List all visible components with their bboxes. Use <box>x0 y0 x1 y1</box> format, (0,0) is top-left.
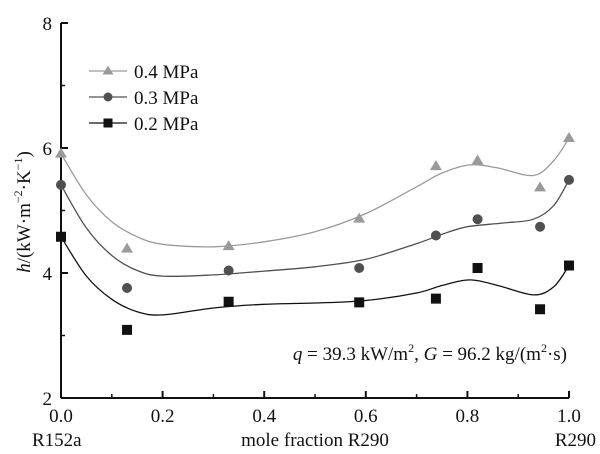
data-point-04-mpa <box>222 240 235 251</box>
y-tick-label: 4 <box>43 264 53 285</box>
y-tick-label: 6 <box>43 139 53 160</box>
data-point-03-mpa <box>430 230 441 241</box>
y-axis-label-symbol: h <box>14 263 35 273</box>
legend-marker-02-mpa <box>103 118 113 128</box>
annot-q-symbol: q <box>293 344 303 365</box>
annot-g-tail: ·s) <box>547 344 567 365</box>
data-point-04-mpa <box>353 212 366 223</box>
x-axis-label: mole fraction R290 <box>241 430 389 451</box>
data-markers <box>55 132 575 335</box>
data-point-02-mpa <box>122 324 133 335</box>
conditions-annotation: q = 39.3 kW/m2, G = 96.2 kg/(m2·s) <box>293 341 567 365</box>
x-tick-label: 0.4 <box>252 406 276 427</box>
data-point-03-mpa <box>535 221 546 232</box>
x-end-label-right: R290 <box>555 430 596 451</box>
x-tick-label: 0.2 <box>151 406 175 427</box>
axes: 2 4 6 8 0.0 0.2 0.4 0.6 0.8 1.0 <box>43 14 581 427</box>
data-point-04-mpa <box>534 181 547 192</box>
legend-label-03-mpa: 0.3 MPa <box>134 88 199 109</box>
x-end-label-left: R152a <box>32 430 82 451</box>
fit-curve-03-mpa <box>60 179 570 278</box>
data-point-02-mpa <box>564 260 574 271</box>
annot-q-text: = 39.3 kW/m <box>302 344 408 365</box>
data-point-02-mpa <box>472 263 483 273</box>
y-axis-label-exp2: −1 <box>11 158 25 171</box>
x-tick-label: 0.8 <box>456 406 480 427</box>
y-axis-label: h/(kW·m−2·K−1) <box>11 151 35 273</box>
data-point-04-mpa <box>471 154 484 165</box>
data-point-02-mpa <box>354 297 365 308</box>
data-point-04-mpa <box>121 242 134 253</box>
data-point-02-mpa <box>430 293 441 304</box>
legend: 0.4 MPa 0.3 MPa 0.2 MPa <box>89 62 199 135</box>
y-axis-label-exp1: −2 <box>11 190 25 203</box>
data-point-03-mpa <box>564 174 574 185</box>
y-tick-label: 2 <box>43 389 53 410</box>
data-point-02-mpa <box>223 296 234 307</box>
fit-curve-04-mpa <box>60 137 570 248</box>
annot-g-exp: 2 <box>541 341 547 355</box>
annot-sep: , <box>414 344 424 365</box>
y-axis-label-close: ) <box>14 151 35 157</box>
x-tick-label: 0.6 <box>354 406 378 427</box>
data-point-03-mpa <box>354 263 365 273</box>
data-point-04-mpa <box>429 160 442 171</box>
annot-q-exp: 2 <box>408 341 414 355</box>
annot-g-symbol: G <box>424 344 438 365</box>
data-point-04-mpa <box>563 132 575 142</box>
data-point-03-mpa <box>223 265 234 276</box>
y-axis-label-unit: /(kW·m <box>14 203 35 263</box>
y-tick-label: 8 <box>43 14 53 35</box>
data-point-03-mpa <box>472 214 483 225</box>
y-axis-label-mid: ·K <box>14 170 35 190</box>
fit-curve-02-mpa <box>60 236 570 316</box>
data-point-03-mpa <box>56 179 66 190</box>
x-tick-label: 0.0 <box>49 406 73 427</box>
data-point-02-mpa <box>56 231 66 242</box>
legend-label-02-mpa: 0.2 MPa <box>134 114 199 135</box>
x-tick-label: 1.0 <box>557 406 581 427</box>
legend-marker-03-mpa <box>103 92 113 102</box>
data-point-03-mpa <box>122 283 133 293</box>
data-point-02-mpa <box>535 304 546 315</box>
legend-marker-04-mpa <box>102 65 114 75</box>
data-point-04-mpa <box>55 147 67 158</box>
fit-curves <box>60 137 570 316</box>
annot-g-text: = 96.2 kg/(m <box>437 344 541 365</box>
legend-label-04-mpa: 0.4 MPa <box>134 62 199 83</box>
